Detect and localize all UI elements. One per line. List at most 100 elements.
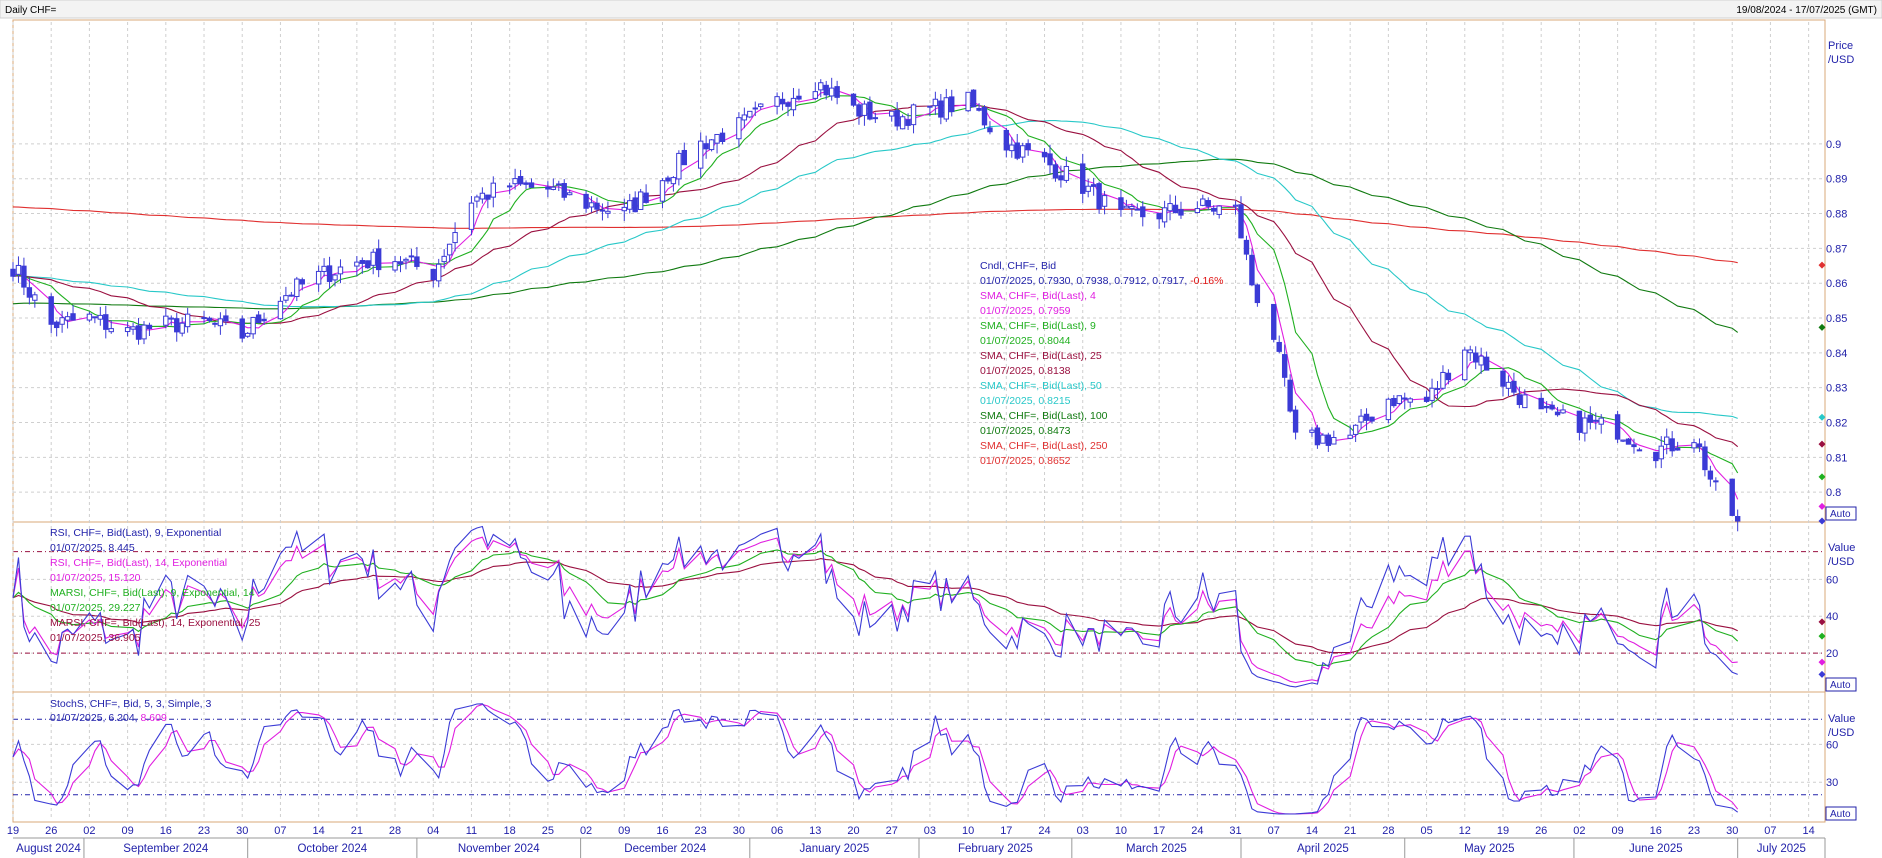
candle-body [1140,206,1146,218]
candle-body [408,255,415,258]
price-legend-entry: 01/07/2025, 0.7959 [980,305,1071,317]
candle-body [1707,470,1714,480]
candle-body [1085,185,1091,192]
candle-body [747,110,753,118]
marsi-14-marker [1818,618,1826,626]
candle-body [48,296,54,325]
candle-body [1500,370,1506,387]
sma-250-marker [1818,261,1826,269]
sma-100-line [12,158,1739,333]
candle-body [141,324,147,340]
candle-body [130,326,136,330]
candle-body [370,251,376,266]
candle-body [823,84,829,96]
price-tick-label: 0.85 [1826,313,1847,325]
candle-body [1331,437,1337,445]
candle-body [632,197,638,213]
candle-body [1009,144,1015,152]
candle-body [1478,355,1484,366]
date-tick-label: 23 [695,825,707,837]
header-bar [0,0,1882,19]
candle-body [697,140,704,169]
month-label: July 2025 [1757,843,1806,855]
candle-body [337,266,344,275]
candle-body [1734,516,1741,522]
candle-body [1543,405,1550,409]
candle-body [1118,197,1124,210]
price-axis-title-2: /USD [1828,54,1854,66]
candle-body [719,132,726,143]
candle-body [676,152,682,180]
price-tick-label: 0.82 [1826,417,1847,429]
candle-body [1407,398,1413,403]
price-tick-label: 0.87 [1826,243,1847,255]
candle-body [1052,164,1059,179]
candle-body [86,313,93,321]
candle-body [1423,396,1430,402]
rsi-9-line [12,525,1738,688]
candle-body [506,185,513,188]
candle-body [889,110,895,117]
candle-body [1232,204,1239,207]
price-legend-entry: SMA, CHF=, Bid(Last), 50 [980,380,1102,392]
candle-body [359,260,365,264]
date-tick-label: 10 [962,825,974,837]
candle-body [681,149,688,166]
date-tick-label: 28 [1382,825,1394,837]
candle-body [174,318,180,333]
candle-body [1576,410,1583,433]
candle-body [796,95,802,100]
stoch-legend-date: 01/07/2025, [50,712,108,724]
candle-body [1358,415,1364,423]
candle-body [594,202,600,210]
candle-body [938,100,944,118]
candle-body [375,248,382,271]
price-legend: Cndl, CHF=, Bid 01/07/2025, 0.7930, 0.793… [980,260,1223,467]
month-label: May 2025 [1464,843,1515,855]
candle-body [1123,205,1130,209]
candle-body [1691,442,1697,449]
candle-body [255,314,262,324]
candle-body [1664,436,1670,445]
candle-body [643,192,649,203]
price-auto-scale-button[interactable]: Auto [1825,506,1857,521]
month-label: February 2025 [958,843,1033,855]
rsi-auto-scale-button[interactable]: Auto [1825,677,1857,692]
candle-body [1522,394,1528,409]
candle-body [1582,417,1588,434]
candle-body [1363,413,1370,421]
price-legend-entry: 01/07/2025, 0.8215 [980,395,1071,407]
candle-body [1653,451,1659,462]
candle-body [512,178,518,185]
candle-body [970,89,977,108]
price-axis: 0.8 0.81 0.82 0.83 0.84 0.85 0.86 0.87 0.88 0.89 0… [1826,139,1847,789]
rsi-tick-label: 60 [1826,574,1838,586]
candle-body [217,318,224,327]
sma-4-marker [1818,502,1826,510]
candle-body [1101,195,1108,207]
candle-body [605,210,611,214]
candle-body [1391,398,1397,407]
rsi-legend-entry: 01/07/2025, 15.120 [50,572,141,584]
candle-body [1325,434,1332,446]
candle-body [1593,419,1599,422]
candle-body [1440,371,1446,389]
candle-body [365,260,371,269]
stoch-auto-scale-button[interactable]: Auto [1825,806,1857,821]
candle-body [1309,429,1315,433]
stoch-axis-title-1: Value [1828,713,1855,725]
candle-body [1172,204,1179,214]
marsi-9-line [12,549,1739,667]
date-tick-label: 02 [1573,825,1585,837]
candle-body [244,332,251,337]
candle-body [70,313,76,321]
candle-body [1080,163,1086,194]
candle-body [452,232,458,244]
price-marker [1818,517,1826,525]
candle-body [223,315,229,322]
candle-body [856,104,862,117]
candle-body [1434,388,1441,391]
candle-body [1167,203,1173,212]
candle-body [1156,213,1162,220]
